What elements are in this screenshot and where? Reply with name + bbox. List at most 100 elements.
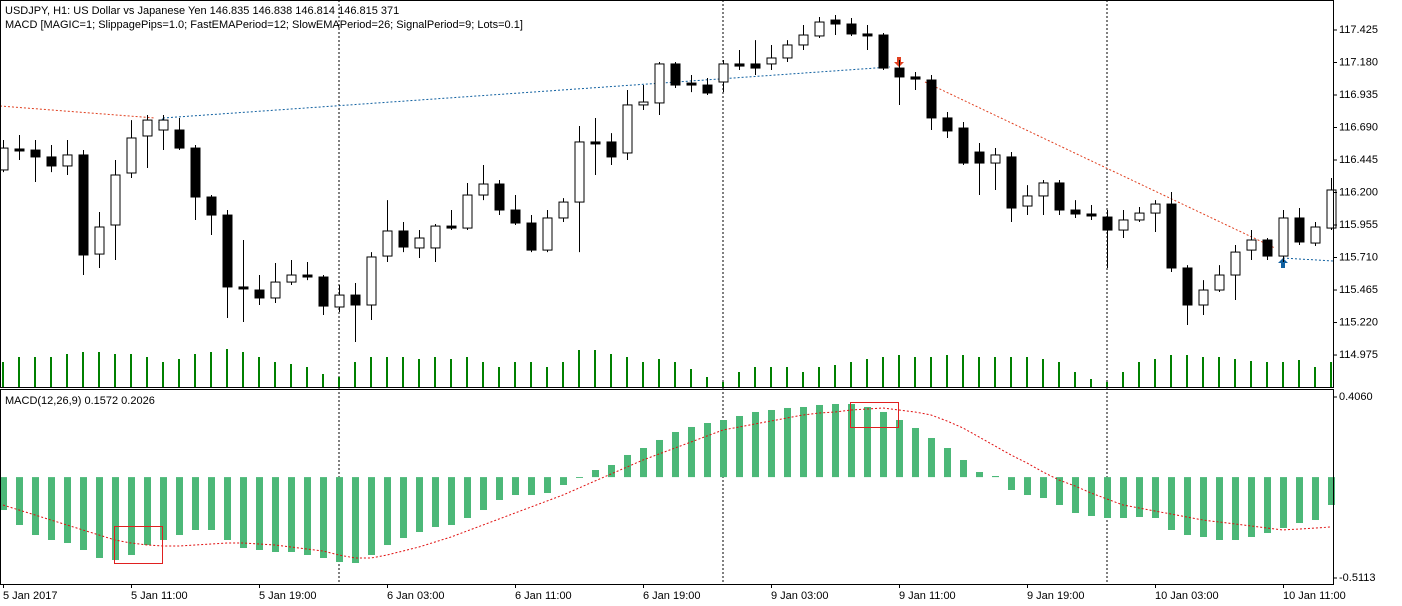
chart-subtitle: MACD [MAGIC=1; SlippagePips=1.0; FastEMA… [5,19,523,31]
candle-body [910,76,921,80]
macd-bar [864,406,871,478]
candle-body [638,101,649,106]
macd-bar [160,477,167,540]
candle-body [1230,251,1241,276]
candle-body [542,217,553,251]
overlay [0,0,1334,585]
candle-body [718,63,729,83]
macd-bar [1104,477,1111,518]
candle-body [974,151,985,164]
candle-body [574,141,585,203]
macd-bar [1056,477,1063,505]
candle-body [1070,209,1081,215]
macd-bar [352,477,359,564]
x-tick-label: 10 Jan 11:00 [1283,590,1346,602]
candle-body [270,281,281,299]
candle-body [382,230,393,257]
candle-body [622,104,633,154]
macd-bar [432,477,439,527]
candle-body [318,276,329,307]
macd-bar [480,477,487,511]
macd-bar [1312,477,1319,521]
macd-bar [736,415,743,478]
candle-body [766,57,777,65]
candle-body [62,154,73,167]
macd-bar [944,448,951,478]
candle-body [1310,226,1321,244]
candle-body [798,34,809,46]
macd-bar [912,427,919,478]
candle-body [1246,239,1257,251]
x-tick-label: 9 Jan 03:00 [771,590,829,602]
candle-body [670,63,681,86]
y-tick-label: 115.465 [1339,284,1378,296]
x-tick-label: 9 Jan 11:00 [899,590,956,602]
candle-body [0,147,9,171]
macd-bar [304,477,311,555]
y-tick-label: 117.180 [1339,56,1378,68]
macd-bar [176,477,183,536]
macd-bar [832,403,839,478]
marks [0,14,1337,564]
macd-bar [80,477,87,551]
trade-line [1282,257,1334,262]
indicator-title: MACD(12,26,9) 0.1572 0.2026 [5,395,155,407]
macd-bar [1152,477,1159,518]
macd-bar [1280,477,1287,528]
candle-body [366,256,377,306]
candle-body [846,23,857,35]
macd-bar [640,448,647,478]
macd-bar [752,411,759,478]
y-tick-label: 115.220 [1339,316,1378,328]
candle-body [158,119,169,131]
macd-bar [240,477,247,549]
candle-body [1262,239,1273,257]
macd-bar [976,471,983,478]
macd-bar [928,437,935,478]
macd-bar [256,477,263,551]
candle-body [958,127,969,164]
macd-bar [32,477,39,536]
macd-bar [608,464,615,478]
macd-bar [576,477,583,478]
macd-bar [144,477,151,546]
macd-bar [48,477,55,540]
candle-body [606,141,617,158]
y-tick-label: 0.4060 [1339,391,1373,403]
macd-bar [16,477,23,525]
macd-bar [768,409,775,478]
macd-panel-border [0,389,1334,585]
candle-body [94,226,105,255]
macd-bar [112,477,119,561]
candle-body [894,67,905,78]
macd-bar [1184,477,1191,536]
y-tick-label: 117.425 [1339,24,1378,36]
candle-body [30,149,41,158]
candle-body [110,174,121,226]
candle-body [334,294,345,308]
candle-body [862,33,873,37]
macd-bar [1088,477,1095,517]
candle-body [46,156,57,167]
candle-body [462,194,473,229]
macd-bar [1296,477,1303,524]
candle-body [1006,156,1017,209]
highlight-box [114,526,163,564]
candle-body [1278,217,1289,257]
macd-bar [1216,477,1223,540]
macd-bar [784,407,791,478]
macd-bar [880,411,887,478]
x-tick-label: 6 Jan 19:00 [643,590,701,602]
macd-bar [208,477,215,530]
macd-bar [1136,477,1143,518]
candle-body [830,19,841,25]
candle-body [1134,212,1145,221]
candle-body [1118,219,1129,231]
macd-bar [544,477,551,493]
y-tick-label: 114.975 [1339,349,1378,361]
macd-bar [448,477,455,525]
candle-body [878,34,889,69]
x-tick-label: 5 Jan 11:00 [131,590,188,602]
